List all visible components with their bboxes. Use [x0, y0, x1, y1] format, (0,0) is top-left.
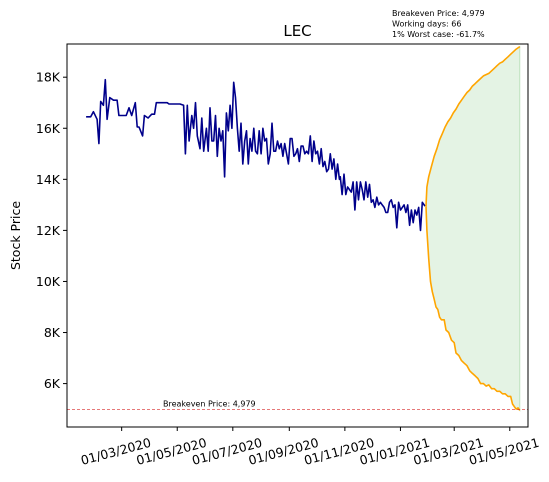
y-tick-label: 10K: [36, 274, 61, 289]
y-axis: 6K 8K 10K 12K 14K 16K 18K: [36, 70, 67, 391]
y-tick-label: 16K: [36, 121, 61, 136]
projection-band: [426, 47, 520, 411]
chart-title: LEC: [283, 22, 311, 40]
info-line: Breakeven Price: 4,979: [392, 9, 485, 18]
y-axis-label: Stock Price: [8, 201, 23, 270]
y-tick-label: 8K: [44, 325, 61, 340]
info-line: 1% Worst case: -61.7%: [392, 30, 485, 39]
y-tick-label: 18K: [36, 70, 61, 85]
breakeven-label: Breakeven Price: 4,979: [163, 400, 256, 409]
breakeven-layer: Breakeven Price: 4,979: [67, 400, 528, 410]
info-box: Breakeven Price: 4,979 Working days: 661%…: [392, 9, 485, 39]
y-tick-label: 14K: [36, 172, 61, 187]
y-tick-label: 12K: [36, 223, 61, 238]
historical-price-line: [86, 80, 425, 231]
projection-band-layer: [426, 47, 520, 411]
y-tick-label: 6K: [44, 376, 61, 391]
x-axis: 01/03/202001/05/202001/07/202001/09/2020…: [79, 427, 541, 468]
info-line: Working days: 66: [392, 20, 461, 29]
